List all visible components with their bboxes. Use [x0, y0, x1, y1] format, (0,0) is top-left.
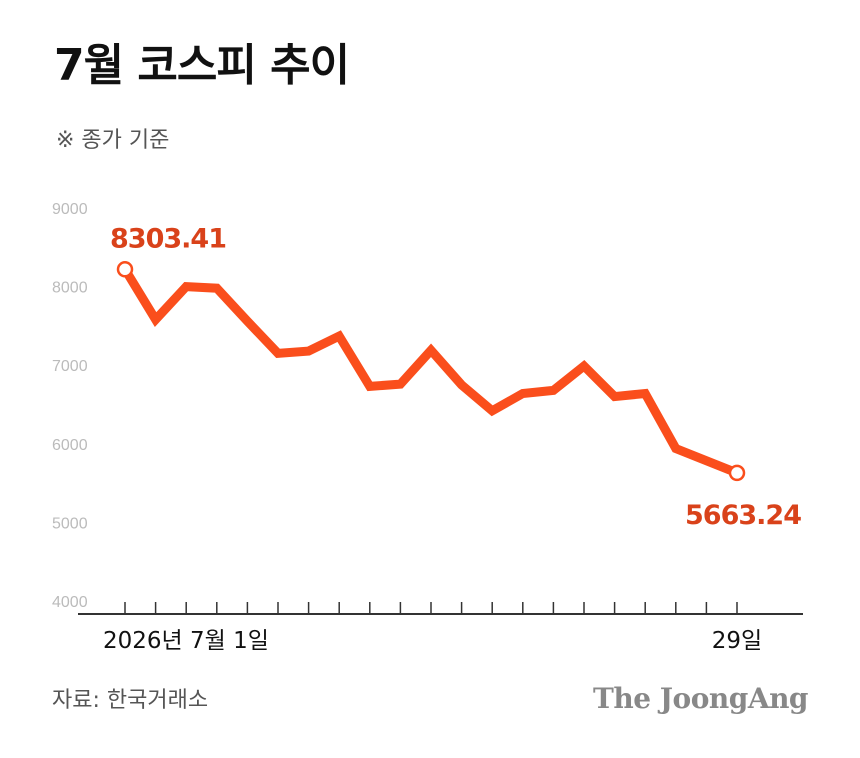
y-tick-label: 8000 [52, 280, 88, 297]
end-value-label: 5663.24 [685, 500, 801, 531]
y-tick-label: 7000 [52, 358, 88, 375]
data-labels: 8303.41 5663.24 [110, 223, 802, 531]
source-note: 자료: 한국거래소 [52, 688, 209, 713]
x-axis: 2026년 7월 1일 29일 [78, 602, 803, 654]
series-line-path [121, 266, 739, 478]
start-value-label: 8303.41 [110, 223, 226, 254]
series-markers [116, 261, 746, 482]
end-point-marker [728, 464, 746, 482]
y-tick-label: 4000 [52, 594, 88, 611]
start-point-marker [116, 261, 134, 278]
chart-subtitle: ※ 종가 기준 [56, 128, 170, 153]
x-tick-label-end: 29일 [712, 628, 762, 654]
brand-logo: The JoongAng [593, 682, 808, 715]
y-axis-ticks: 9000 8000 7000 6000 5000 4000 [52, 201, 88, 611]
series-line [121, 266, 739, 478]
chart-title: 7월 코스피 추이 [54, 40, 350, 91]
y-tick-label: 6000 [52, 437, 88, 454]
y-tick-label: 9000 [52, 201, 88, 218]
y-tick-label: 5000 [52, 515, 88, 532]
x-tick-label-start: 2026년 7월 1일 [103, 628, 269, 654]
